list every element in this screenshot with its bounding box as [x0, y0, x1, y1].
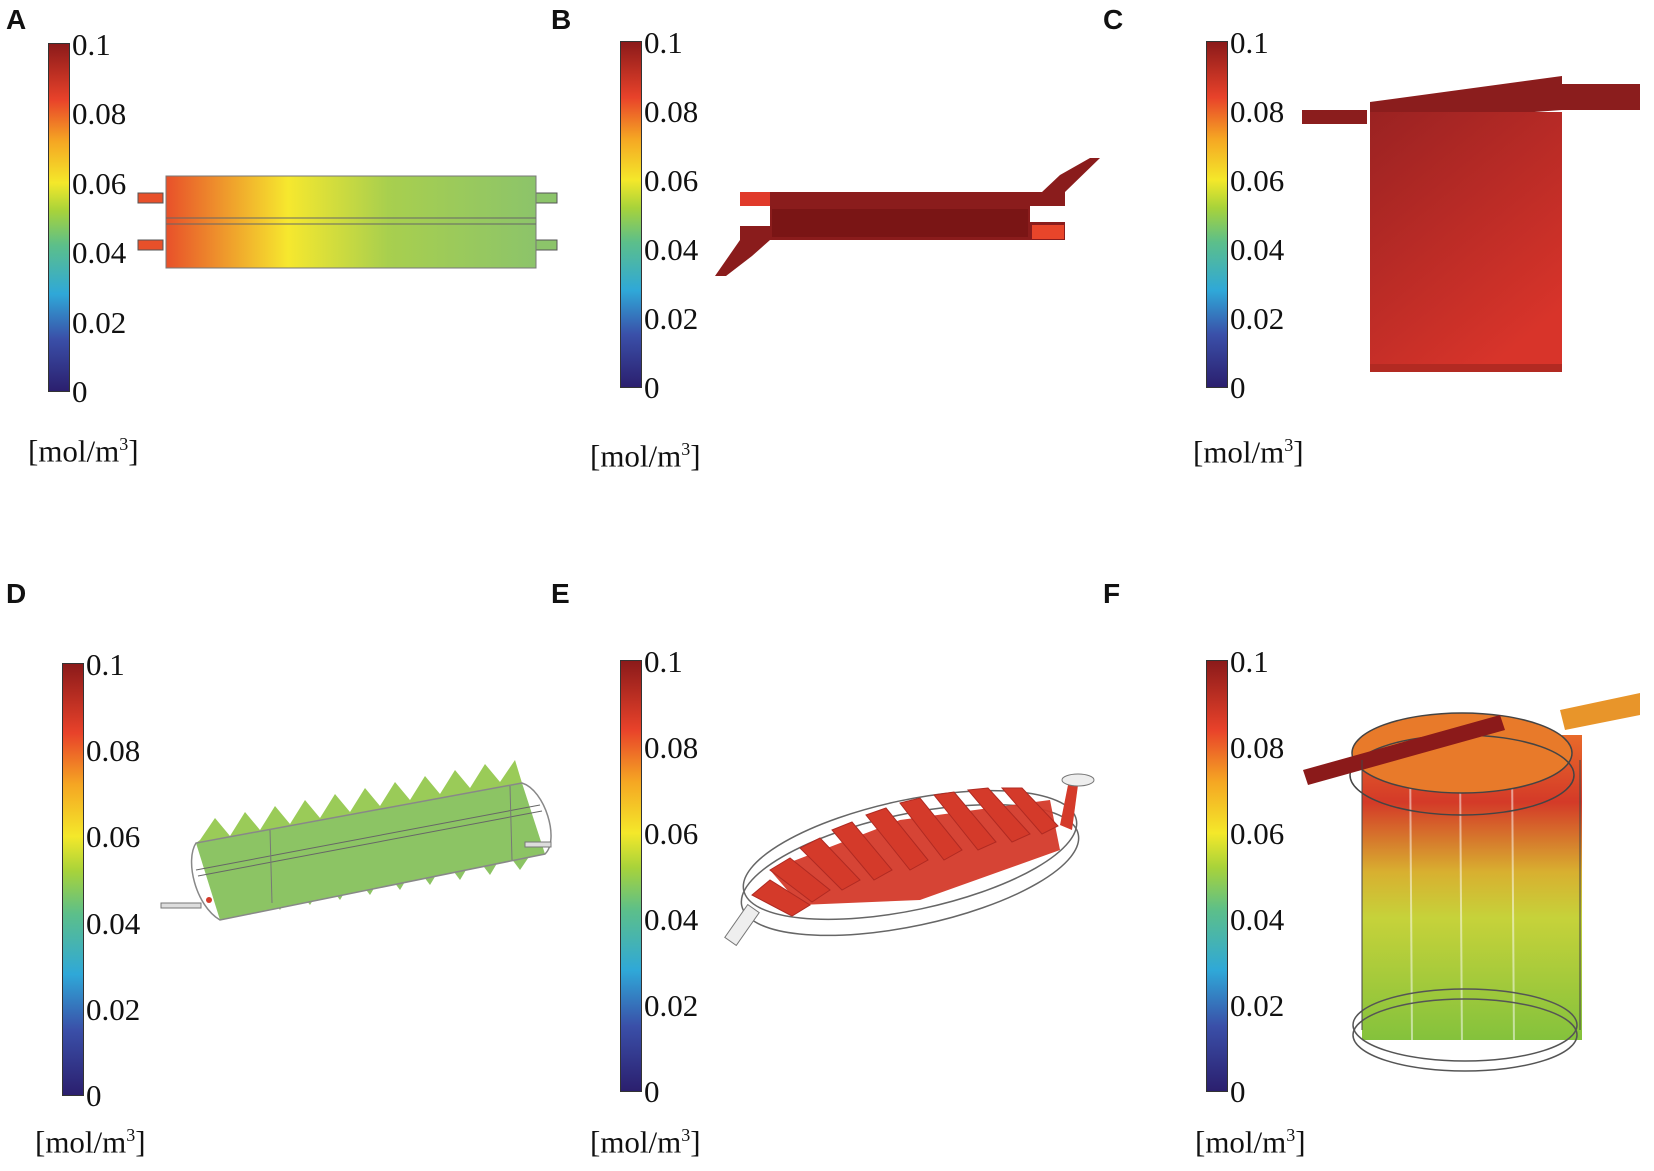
- colorbar-tick-label: 0.1: [72, 27, 111, 62]
- colorbar-tick-label: 0.06: [1230, 816, 1285, 851]
- colorbar-tick-label: 0.04: [644, 232, 699, 267]
- unit-exponent: 3: [119, 434, 129, 454]
- reactor-c: [1302, 76, 1640, 372]
- colorbar-tick-label: 0.08: [72, 96, 127, 132]
- unit-prefix: [mol/m: [35, 1124, 127, 1160]
- colorbar-tick-label: 0: [86, 1078, 102, 1113]
- colorbar-tick-label: 0: [1230, 370, 1246, 405]
- unit-suffix: ]: [128, 433, 139, 469]
- unit-prefix: [mol/m: [1195, 1124, 1287, 1160]
- colorbar-tick-label: 0.08: [644, 94, 699, 129]
- unit-prefix: [mol/m: [590, 1124, 682, 1160]
- unit-prefix: [mol/m: [590, 438, 682, 474]
- unit-prefix: [mol/m: [1193, 434, 1285, 470]
- colorbar-unit-label: [mol/m3]: [1193, 436, 1304, 467]
- colorbar-tick-label: 0.1: [644, 25, 683, 60]
- panel-label-e: E: [551, 578, 570, 609]
- colorbar-tick-label: 0.1: [644, 644, 683, 679]
- colorbar-gradient: [620, 660, 642, 1092]
- colorbar-unit-label: [mol/m3]: [590, 1126, 701, 1157]
- colorbar-tick-label: 0.04: [644, 902, 699, 937]
- colorbar-gradient: [620, 41, 642, 388]
- unit-prefix: [mol/m: [28, 433, 120, 469]
- panel-label-a: A: [6, 4, 27, 35]
- unit-suffix: ]: [135, 1124, 146, 1160]
- reactor-f: [1303, 693, 1640, 1072]
- colorbar-tick-label: 0: [644, 370, 660, 405]
- colorbar-tick-label: 0.08: [644, 730, 699, 765]
- panel-label-c: C: [1103, 4, 1124, 35]
- unit-exponent: 3: [681, 439, 691, 459]
- colorbar-unit-label: [mol/m3]: [28, 435, 139, 466]
- colorbar-tick-label: 0.06: [86, 819, 141, 855]
- colorbar-tick-label: 0.04: [1230, 902, 1285, 937]
- colorbar-tick-label: 0: [1230, 1074, 1246, 1109]
- reactor-d: [160, 760, 552, 921]
- colorbar-tick-label: 0.04: [1230, 232, 1285, 267]
- colorbar-tick-label: 0.06: [644, 816, 699, 851]
- colorbar-tick-label: 0.1: [1230, 644, 1269, 679]
- colorbar-tick-label: 0.08: [1230, 94, 1285, 129]
- unit-suffix: ]: [690, 1124, 701, 1160]
- colorbar-tick-label: 0: [72, 374, 88, 409]
- unit-suffix: ]: [1293, 434, 1304, 470]
- colorbar-tick-label: 0.04: [86, 905, 141, 941]
- unit-exponent: 3: [1284, 435, 1294, 455]
- colorbar-tick-label: 0.08: [1230, 730, 1285, 765]
- colorbar-tick-label: 0.02: [644, 988, 699, 1023]
- colorbar-unit-label: [mol/m3]: [590, 440, 701, 471]
- reactor-e: [724, 773, 1095, 947]
- reactor-a: [137, 175, 558, 269]
- unit-exponent: 3: [126, 1125, 136, 1145]
- unit-suffix: ]: [1295, 1124, 1306, 1160]
- panel-label-f: F: [1103, 578, 1121, 609]
- colorbar-tick-label: 0: [644, 1074, 660, 1109]
- colorbar-tick-label: 0.02: [1230, 988, 1285, 1023]
- unit-exponent: 3: [1286, 1125, 1296, 1145]
- panel-label-d: D: [6, 578, 27, 609]
- colorbar-unit-label: [mol/m3]: [35, 1126, 146, 1157]
- colorbar-gradient: [48, 43, 70, 392]
- unit-suffix: ]: [690, 438, 701, 474]
- colorbar-tick-label: 0.06: [644, 163, 699, 198]
- colorbar-unit-label: [mol/m3]: [1195, 1126, 1306, 1157]
- colorbar-tick-label: 0.1: [1230, 25, 1269, 60]
- reactor-b: [715, 158, 1100, 276]
- colorbar-gradient: [62, 663, 84, 1096]
- colorbar-tick-label: 0.06: [72, 165, 127, 201]
- colorbar-tick-label: 0.02: [72, 304, 127, 340]
- colorbar-tick-label: 0.1: [86, 647, 125, 682]
- colorbar-gradient: [1206, 41, 1228, 388]
- colorbar-tick-label: 0.04: [72, 235, 127, 271]
- unit-exponent: 3: [681, 1125, 691, 1145]
- panel-label-b: B: [551, 4, 572, 35]
- colorbar-gradient: [1206, 660, 1228, 1092]
- colorbar-tick-label: 0.02: [644, 301, 699, 336]
- colorbar-tick-label: 0.08: [86, 733, 141, 769]
- colorbar-tick-label: 0.02: [1230, 301, 1285, 336]
- colorbar-tick-label: 0.02: [86, 991, 141, 1027]
- colorbar-tick-label: 0.06: [1230, 163, 1285, 198]
